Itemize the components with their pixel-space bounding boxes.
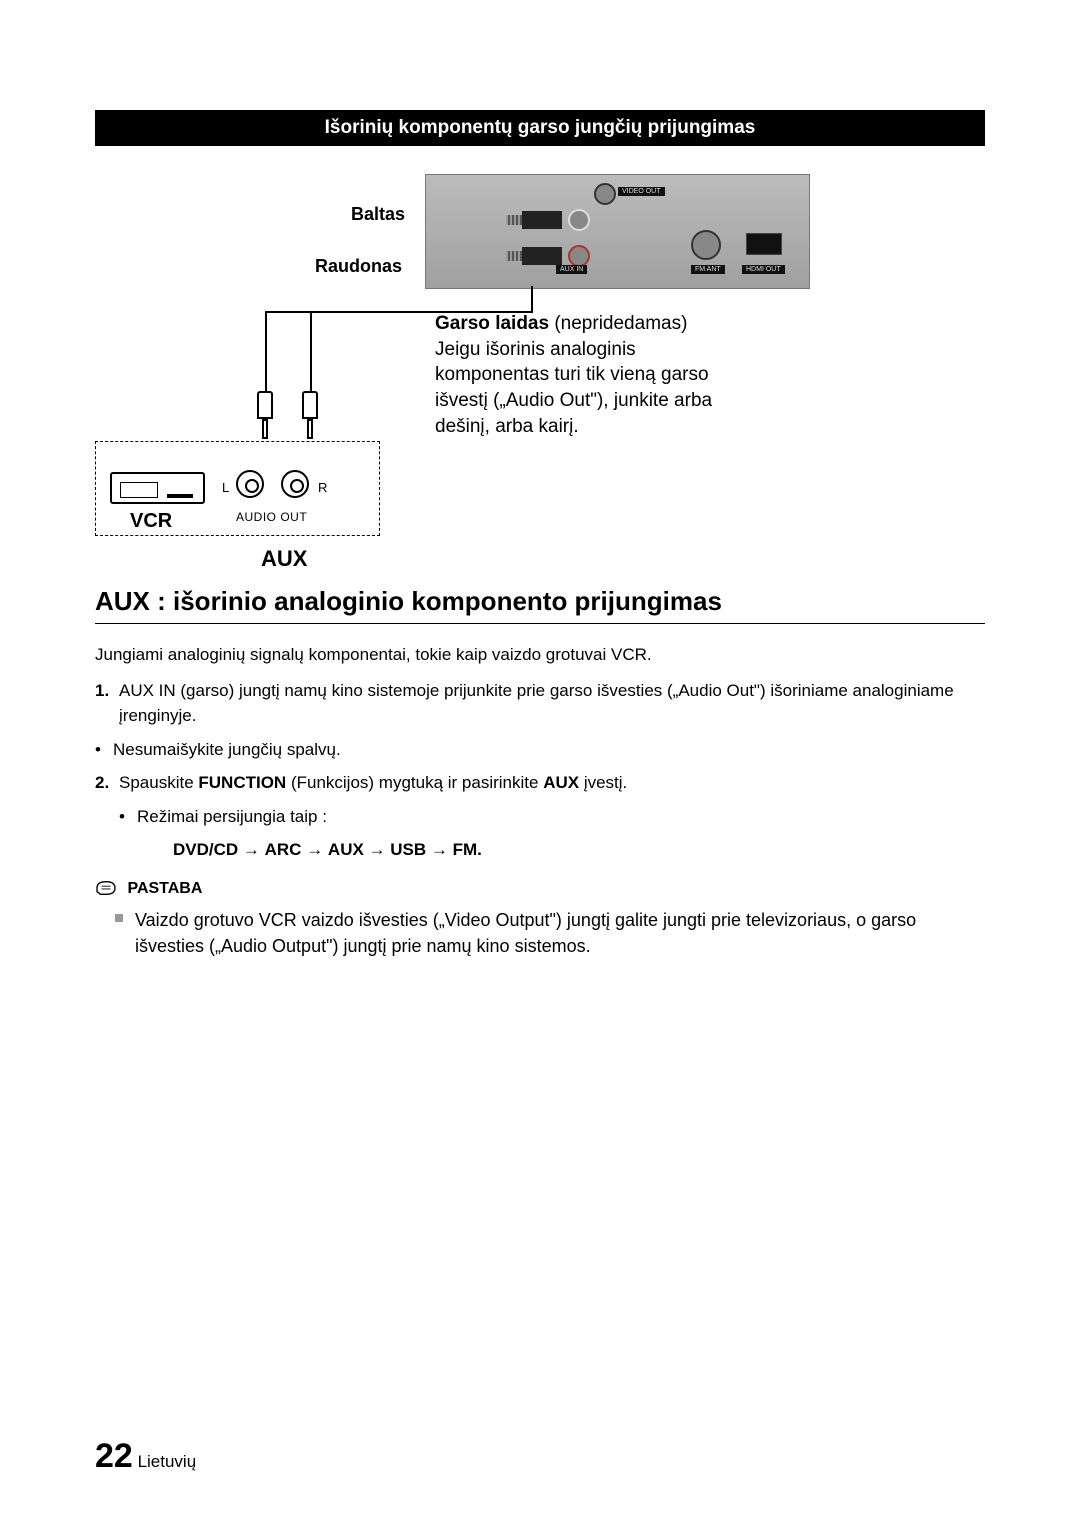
step-2-text: Spauskite FUNCTION (Funkcijos) mygtuką i… (119, 773, 627, 792)
note-body: Vaizdo grotuvo VCR vaizdo išvesties („Vi… (95, 907, 985, 959)
r-label: R (318, 480, 327, 495)
body-content: Jungiami analoginių signalų komponentai,… (95, 642, 985, 959)
vcr-unit-icon (110, 472, 205, 504)
intro-text: Jungiami analoginių signalų komponentai,… (95, 642, 985, 668)
sub-bullet: Režimai persijungia taip : (137, 804, 985, 830)
vcr-label: VCR (130, 510, 172, 533)
cable-segment (310, 311, 312, 391)
audio-cable-bold: Garso laidas (435, 313, 549, 334)
bullet-mix: Nesumaišykite jungčių spalvų. (113, 737, 985, 763)
audio-cable-note: Garso laidas (nepridedamas) Jeigu išorin… (435, 311, 735, 439)
note-header: PASTABA (95, 877, 985, 901)
audio-out-label: AUDIO OUT (236, 510, 307, 524)
step-1: 1. AUX IN (garso) jungtį namų kino siste… (119, 678, 985, 729)
l-label: L (222, 480, 229, 495)
video-out-port (594, 183, 616, 205)
audio-cable-paren: (nepridedamas) (554, 313, 687, 334)
aux-label: AUX (261, 546, 307, 572)
step-2: 2. Spauskite FUNCTION (Funkcijos) mygtuk… (119, 770, 985, 863)
section-header: Išorinių komponentų garso jungčių prijun… (95, 110, 985, 146)
mode-sequence: DVD/CD → ARC → AUX → USB → FM. (119, 837, 985, 863)
aux-heading: AUX : išorinio analoginio komponento pri… (95, 586, 985, 624)
connection-diagram: VIDEO OUT AUX IN FM ANT HDMI OUT Baltas … (95, 156, 985, 576)
hdmi-out-label: HDMI OUT (742, 265, 785, 274)
white-label: Baltas (351, 204, 405, 225)
device-rear-panel: VIDEO OUT AUX IN FM ANT HDMI OUT (425, 174, 810, 289)
rca-plug-l (257, 391, 273, 439)
note-icon (95, 879, 117, 897)
fm-ant-port (691, 230, 721, 260)
fm-ant-label: FM ANT (691, 265, 725, 274)
video-out-label: VIDEO OUT (618, 187, 665, 196)
note-header-text: PASTABA (127, 880, 202, 897)
cable-segment (265, 311, 267, 391)
aux-red-port (568, 245, 590, 267)
step-1-text: AUX IN (garso) jungtį namų kino sistemoj… (119, 681, 954, 726)
rca-red-plug (522, 247, 562, 267)
rca-jack-r (281, 470, 309, 498)
page-footer: 22 Lietuvių (95, 1437, 196, 1476)
rca-white-plug (522, 211, 562, 231)
rca-plug-r (302, 391, 318, 439)
vcr-dashed-box: L R VCR AUDIO OUT (95, 441, 380, 536)
page-number: 22 (95, 1437, 133, 1475)
audio-cable-text: Jeigu išorinis analoginis komponentas tu… (435, 339, 712, 437)
cable-segment (265, 311, 533, 313)
rca-jack-l (236, 470, 264, 498)
page-language: Lietuvių (138, 1452, 197, 1471)
cable-segment (531, 286, 533, 311)
aux-white-port (568, 209, 590, 231)
hdmi-out-port (746, 233, 782, 255)
red-label: Raudonas (315, 256, 402, 277)
